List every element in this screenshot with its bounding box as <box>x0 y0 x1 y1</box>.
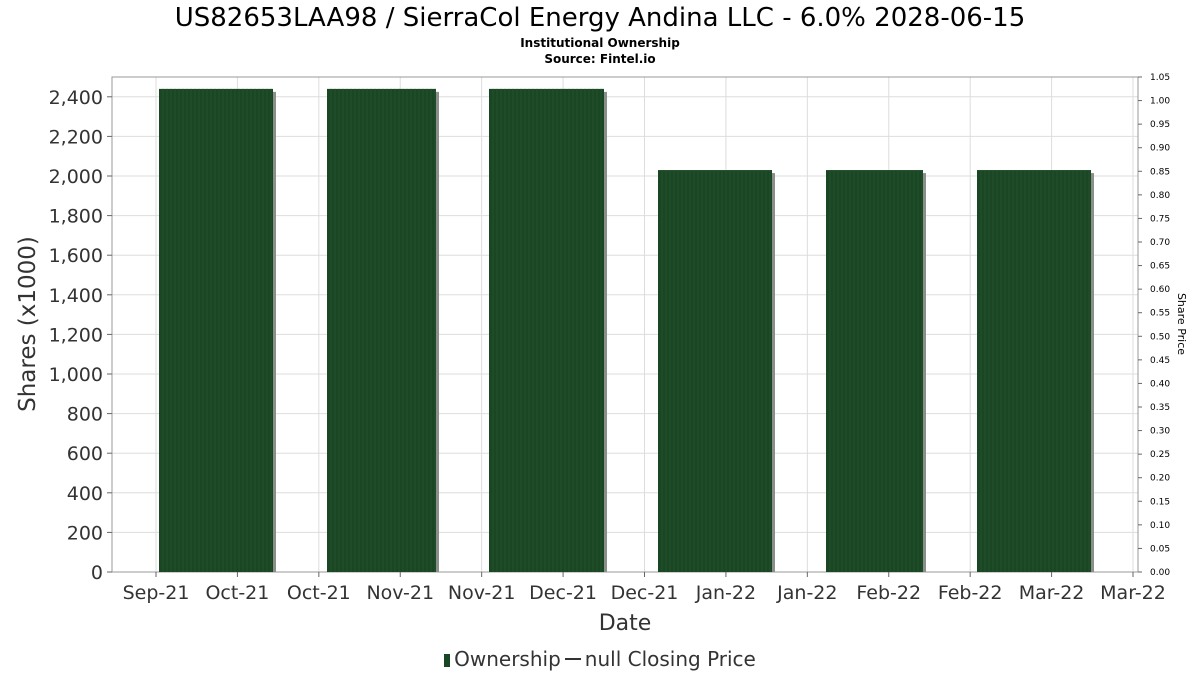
y-tick-label: 1,200 <box>49 324 103 346</box>
y2-tick-label: 1.00 <box>1150 97 1170 107</box>
x-tick-label: Mar-22 <box>1019 582 1085 604</box>
x-tick-label: Feb-22 <box>938 582 1003 604</box>
y2-tick-label: 0.85 <box>1150 167 1170 177</box>
y2-tick-label: 0.05 <box>1150 544 1170 554</box>
price-legend-line <box>564 658 581 660</box>
y-tick-label: 2,000 <box>49 166 103 188</box>
y-tick-label: 800 <box>67 404 103 426</box>
y2-tick-label: 0.00 <box>1150 568 1170 578</box>
y2-tick-label: 0.15 <box>1150 497 1170 507</box>
y-axis-right: 0.00 0.05 0.10 0.15 0.20 0.25 0.30 0.35 0.40 0.45… <box>1138 73 1170 578</box>
x-tick-label: Dec-21 <box>611 582 679 604</box>
y2-tick-label: 0.25 <box>1150 450 1170 460</box>
y2-tick-label: 0.30 <box>1150 427 1170 437</box>
x-tick-label: Sep-21 <box>123 582 190 604</box>
y2-axis-label: Share Price <box>1175 293 1188 355</box>
y2-tick-label: 0.10 <box>1150 521 1170 531</box>
ownership-bar <box>977 170 1091 572</box>
ownership-legend-swatch <box>444 654 451 667</box>
y2-tick-label: 0.95 <box>1150 120 1170 130</box>
ownership-bar <box>489 88 604 572</box>
y2-tick-label: 0.60 <box>1150 285 1170 295</box>
plot-frame <box>111 76 1139 573</box>
x-tick-label: Jan-22 <box>776 582 837 604</box>
legend: Ownership null Closing Price <box>0 647 1200 671</box>
legend-ownership-label: Ownership <box>454 647 561 671</box>
y-tick-label: 600 <box>67 443 103 465</box>
x-tick-label: Jan-22 <box>695 582 756 604</box>
y2-tick-label: 1.05 <box>1150 73 1170 83</box>
x-tick-label: Nov-21 <box>448 582 516 604</box>
ownership-bar <box>327 88 436 572</box>
ownership-bar <box>658 170 772 572</box>
y-tick-label: 2,200 <box>49 126 103 148</box>
y-tick-label: 2,400 <box>49 87 103 109</box>
y2-tick-label: 0.55 <box>1150 309 1170 319</box>
chart-source: Source: Fintel.io <box>544 52 656 66</box>
y2-tick-label: 0.65 <box>1150 262 1170 272</box>
y-tick-label: 400 <box>67 483 103 505</box>
y2-tick-label: 0.20 <box>1150 474 1170 484</box>
chart-subtitle: Institutional Ownership <box>520 36 680 50</box>
y-tick-label: 1,400 <box>49 285 103 307</box>
y2-tick-label: 0.35 <box>1150 403 1170 413</box>
ownership-bar <box>159 88 273 572</box>
x-tick-label: Dec-21 <box>529 582 597 604</box>
y-tick-label: 200 <box>67 522 103 544</box>
y2-tick-label: 0.45 <box>1150 356 1170 366</box>
y-axis-label: Shares (x1000) <box>15 236 41 412</box>
x-tick-label: Mar-22 <box>1100 582 1166 604</box>
y2-tick-label: 0.90 <box>1150 144 1170 154</box>
y-axis-left: 0 200 400 600 800 1,000 1,200 1,400 1,600 1,800 2,… <box>49 87 112 584</box>
y2-tick-label: 0.75 <box>1150 214 1170 224</box>
chart-title: US82653LAA98 / SierraCol Energy Andina L… <box>174 3 1026 33</box>
x-tick-label: Oct-21 <box>287 582 351 604</box>
legend-price-label: null Closing Price <box>584 647 756 671</box>
y2-tick-label: 0.80 <box>1150 191 1170 201</box>
x-axis: Sep-21 Oct-21 Oct-21 Nov-21 Nov-21 Dec-21 Dec-… <box>123 572 1166 604</box>
y2-tick-label: 0.70 <box>1150 238 1170 248</box>
x-tick-label: Nov-21 <box>366 582 434 604</box>
bars <box>159 88 1094 572</box>
y-tick-label: 1,000 <box>49 364 103 386</box>
x-axis-label: Date <box>599 611 652 636</box>
y-tick-label: 1,600 <box>49 245 103 267</box>
x-tick-label: Feb-22 <box>856 582 921 604</box>
x-tick-label: Oct-21 <box>205 582 269 604</box>
y2-tick-label: 0.50 <box>1150 332 1170 342</box>
y-tick-label: 0 <box>91 562 103 584</box>
y-tick-label: 1,800 <box>49 206 103 228</box>
y2-tick-label: 0.40 <box>1150 379 1170 389</box>
